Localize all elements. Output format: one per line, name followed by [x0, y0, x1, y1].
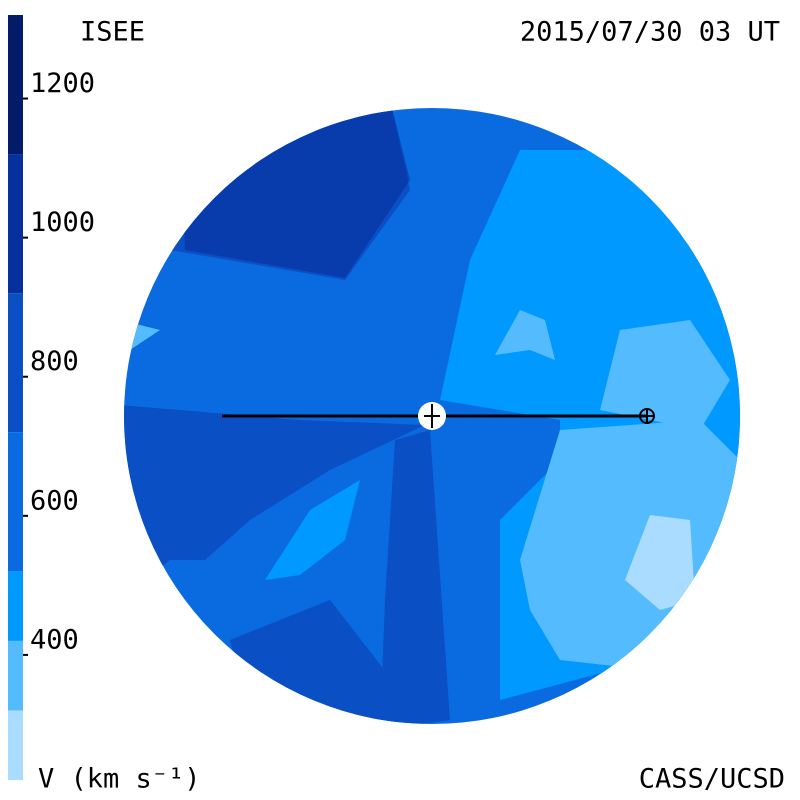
sun-marker — [424, 404, 440, 428]
y-tick-label: 600 — [30, 485, 79, 516]
colorbar-band — [8, 640, 23, 711]
colorbar-band — [8, 432, 23, 572]
colorbar-band — [8, 15, 23, 155]
colorbar: 400 600 800 1000 1200 — [8, 15, 95, 780]
colorbar-label: V (km s⁻¹) — [38, 764, 201, 795]
credit: CASS/UCSD — [639, 764, 785, 795]
colorbar-band — [8, 710, 23, 780]
y-tick-label: 400 — [30, 624, 79, 655]
earth-marker — [640, 409, 654, 423]
colorbar-band — [8, 571, 23, 641]
y-tick-label: 1200 — [30, 68, 95, 99]
colorbar-band — [8, 293, 23, 433]
y-tick-label: 800 — [30, 346, 79, 377]
chart-title: ISEE — [80, 17, 145, 48]
chart-subtitle: 2015/07/30 03 UT — [520, 17, 780, 48]
y-tick-label: 1000 — [30, 207, 95, 238]
colorbar-band — [8, 154, 23, 294]
